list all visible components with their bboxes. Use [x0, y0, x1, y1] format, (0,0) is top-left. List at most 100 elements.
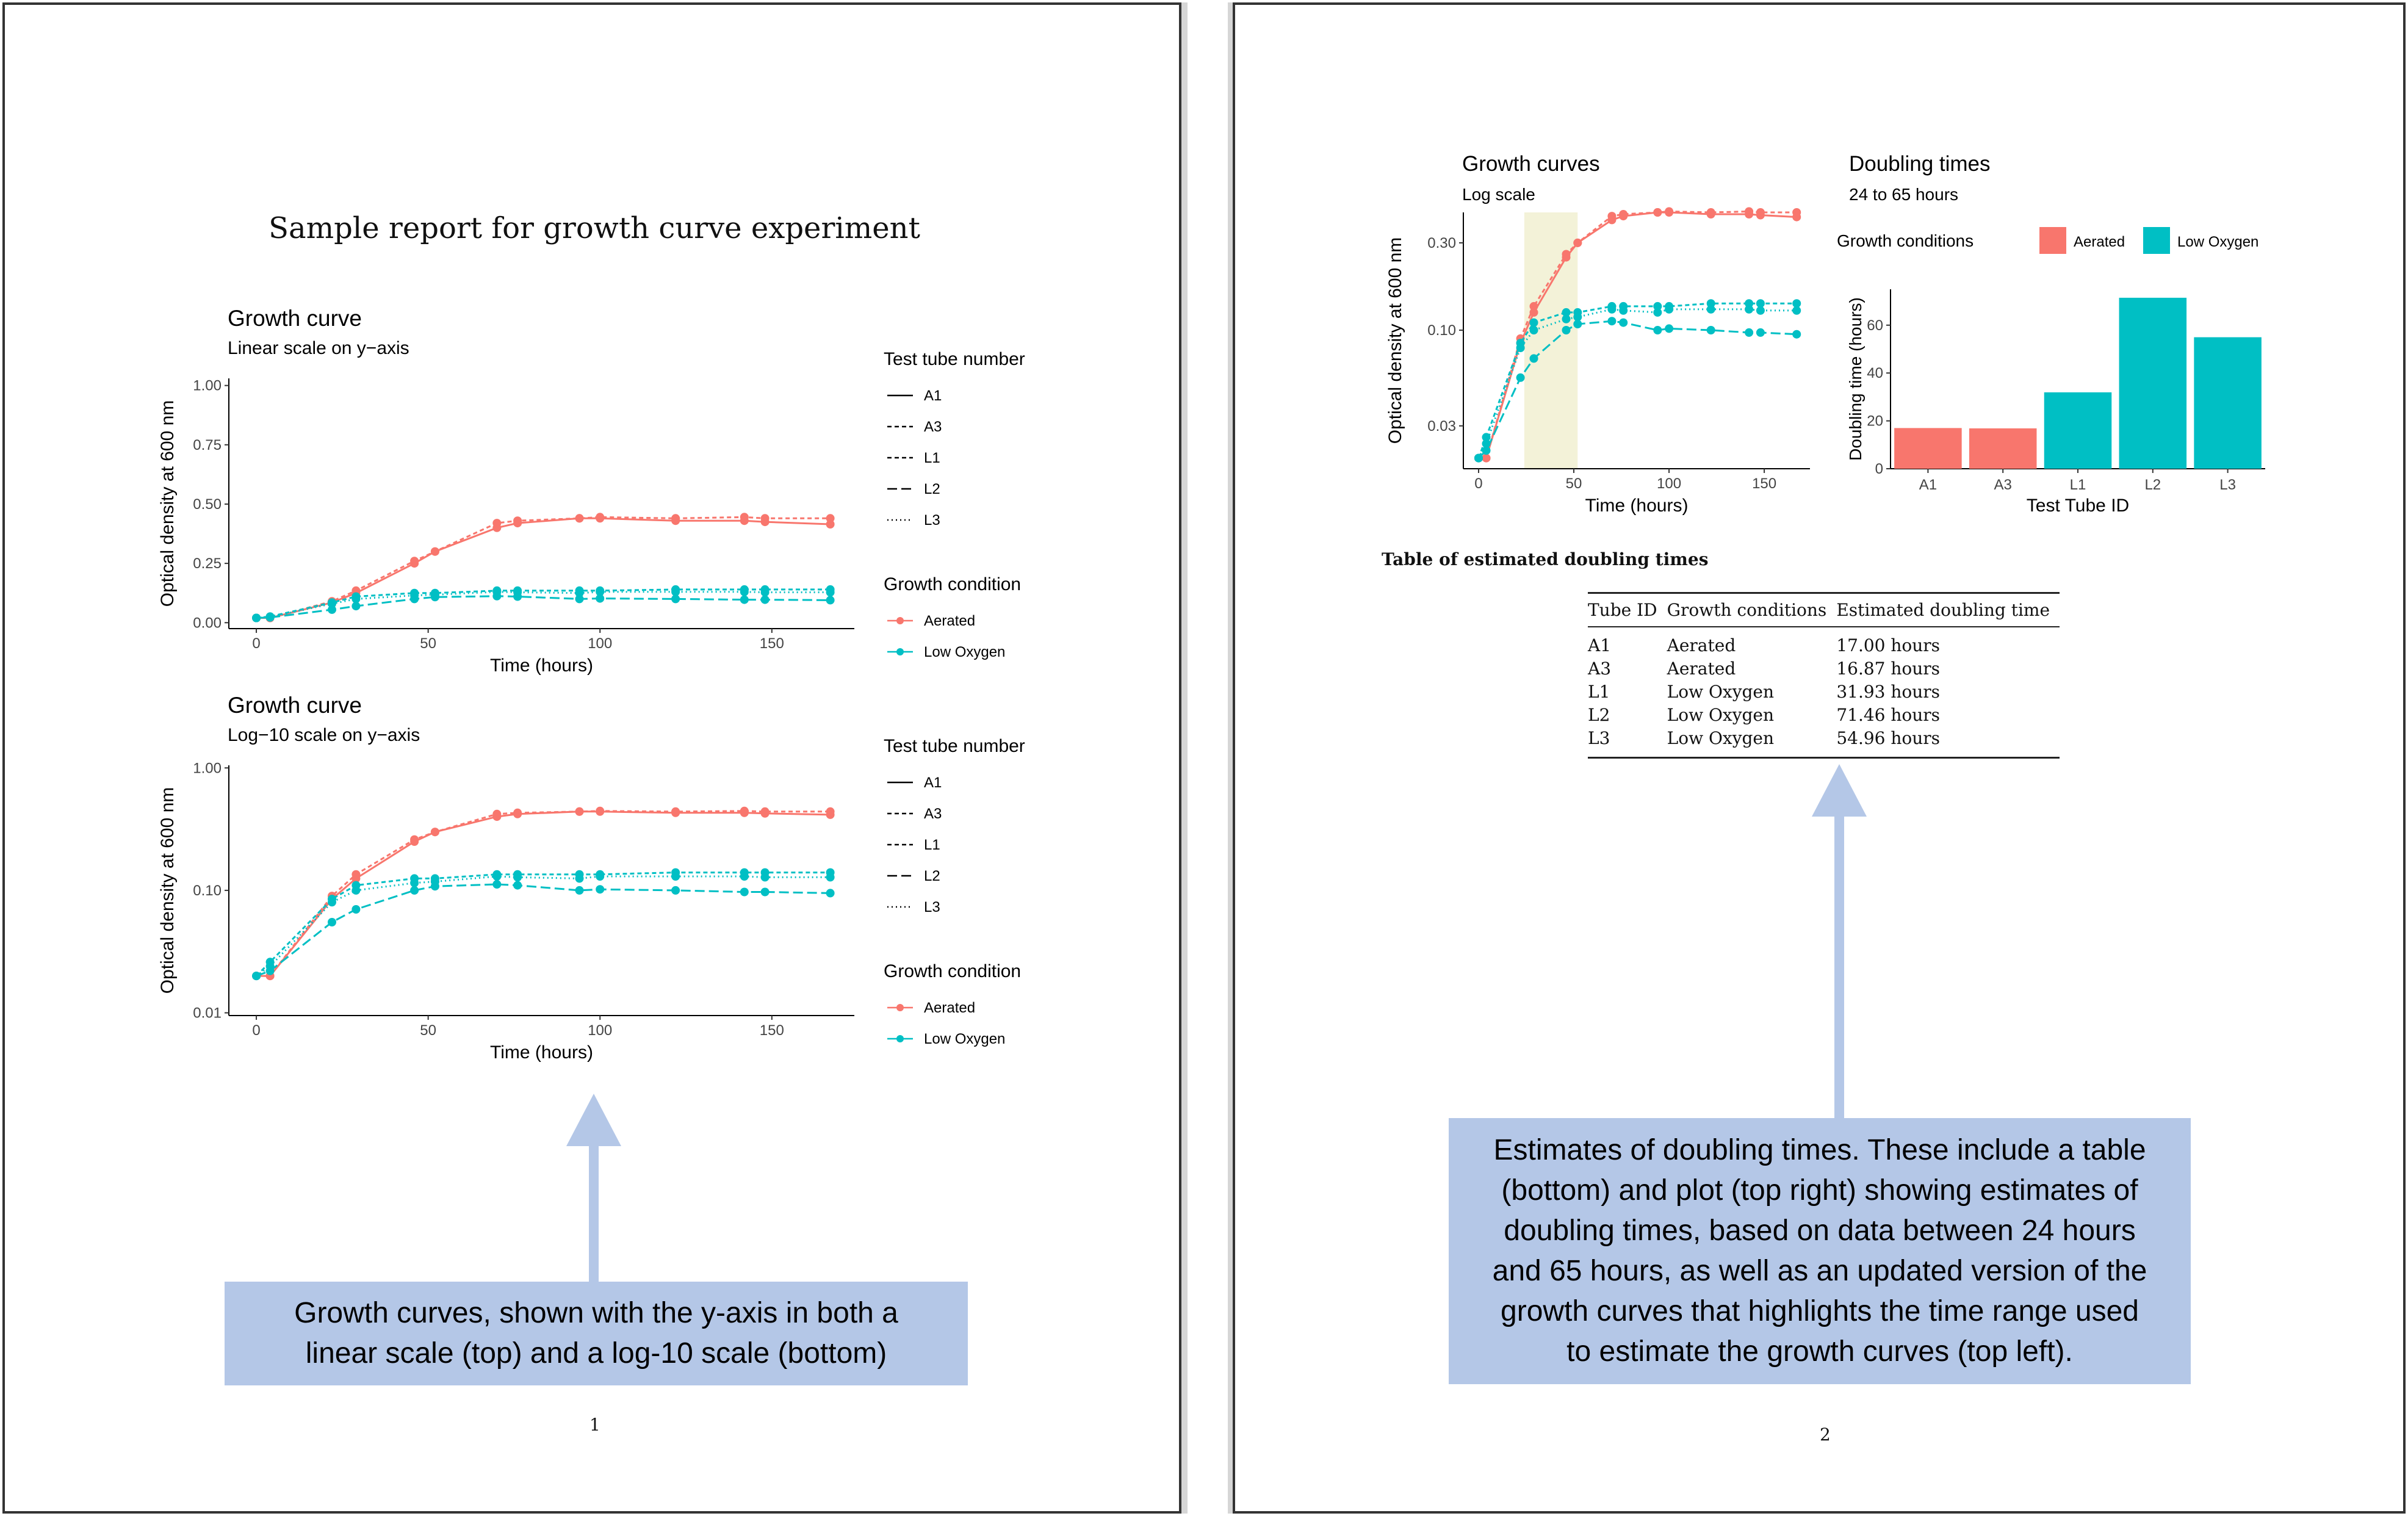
- legend-label-l2: L2: [924, 481, 940, 497]
- series-line-l2: [1477, 320, 1797, 459]
- table-title: Table of estimated doubling times: [1382, 549, 1709, 569]
- x-tick-label: 0: [252, 635, 260, 652]
- table-row: L2 Low Oxygen 71.46 hours: [1588, 704, 2060, 727]
- table-header-row: Tube ID Growth conditions Estimated doub…: [1588, 593, 2060, 627]
- x-tick-label: L2: [2144, 477, 2161, 493]
- data-point-a3: [596, 513, 605, 522]
- legend-key-point: [896, 1035, 904, 1042]
- bar-l2: [2119, 297, 2187, 469]
- data-point-l1: [1745, 299, 1754, 308]
- callout-right-line: growth curves that highlights the time r…: [1501, 1295, 2139, 1327]
- y-tick-label: 0.01: [193, 1005, 222, 1022]
- data-point-a3: [1573, 238, 1582, 247]
- y-tick-label: 1.00: [193, 378, 222, 394]
- data-point-a3: [740, 806, 749, 815]
- data-point-l2: [1745, 328, 1754, 337]
- legend-title-conditions: Growth condition: [884, 574, 1021, 594]
- x-tick-label: 100: [1657, 475, 1681, 492]
- callout-right-line: and 65 hours, as well as an updated vers…: [1492, 1255, 2147, 1287]
- growth-curve-log-chart: Growth curve Log−10 scale on y−axis 0 50 100…: [157, 693, 1025, 1063]
- data-point-l3: [328, 898, 336, 907]
- data-point-l3: [760, 588, 770, 597]
- data-point-l3: [1482, 439, 1491, 448]
- series-line-l3: [256, 591, 831, 619]
- callout-left-line: linear scale (top) and a log-10 scale (b…: [305, 1337, 887, 1370]
- legend-key: [2143, 227, 2170, 254]
- y-tick-label: 1.00: [193, 760, 222, 776]
- chart-title: Growth curves: [1462, 152, 1600, 176]
- legend-label-a3: A3: [924, 419, 942, 435]
- data-point-l2: [513, 881, 522, 890]
- data-point-l2: [1619, 318, 1628, 327]
- data-point-a3: [740, 513, 749, 522]
- data-point-a3: [430, 828, 439, 837]
- x-tick-label: 0: [252, 1022, 260, 1039]
- data-point-a3: [410, 835, 419, 844]
- callout-right: Estimates of doubling times. These inclu…: [1449, 1118, 2191, 1384]
- data-point-l1: [1529, 318, 1538, 327]
- table-row: A3 Aerated 16.87 hours: [1588, 657, 2060, 680]
- legend-label-a3: A3: [924, 806, 942, 822]
- y-tick-label: 60: [1867, 317, 1883, 334]
- table-header: Tube ID: [1588, 593, 1667, 627]
- data-point-l2: [1607, 317, 1617, 326]
- data-point-l2: [596, 885, 605, 894]
- data-point-l3: [575, 588, 584, 597]
- y-tick-label: 0.50: [193, 496, 222, 513]
- legend-key-point: [896, 648, 904, 655]
- y-axis-label: Optical density at 600 nm: [1385, 237, 1405, 444]
- data-point-l2: [1653, 326, 1662, 334]
- table-cell: 17.00 hours: [1836, 635, 1941, 655]
- legend-label-l2: L2: [924, 868, 940, 884]
- data-point-l2: [826, 889, 835, 898]
- legend-title: Growth conditions: [1837, 231, 1974, 250]
- chart-subtitle: Log scale: [1462, 185, 1535, 204]
- report-page-2: Growth curves Log scale 0 50 100 150 0.03 0.10 0…: [1233, 2, 2406, 1514]
- data-point-l3: [410, 591, 419, 600]
- data-point-l3: [351, 594, 361, 604]
- data-point-a3: [596, 806, 605, 815]
- table-row: A1 Aerated 17.00 hours: [1588, 627, 2060, 657]
- legend-label-condition: Low Oxygen: [924, 1031, 1005, 1047]
- legend-title-tubes: Test tube number: [884, 736, 1025, 756]
- data-point-l2: [328, 918, 336, 926]
- data-point-l3: [826, 873, 835, 882]
- y-tick-label: 0.75: [193, 437, 222, 453]
- table-header: Growth conditions: [1667, 593, 1837, 627]
- table-cell: 71.46 hours: [1836, 705, 1941, 725]
- data-point-l3: [328, 599, 336, 608]
- data-point-l2: [671, 594, 680, 604]
- x-tick-label: 50: [420, 1022, 436, 1039]
- data-point-l3: [430, 590, 439, 599]
- data-point-l3: [1706, 305, 1715, 314]
- data-point-l3: [1607, 305, 1617, 314]
- data-point-l2: [740, 595, 749, 604]
- table-cell: A3: [1588, 659, 1612, 679]
- y-tick-label: 0.10: [1427, 322, 1456, 339]
- x-tick-label: 150: [1752, 475, 1776, 492]
- table-row: L1 Low Oxygen 31.93 hours: [1588, 680, 2060, 704]
- data-point-l3: [1529, 326, 1538, 334]
- legend-label-l3: L3: [924, 899, 940, 915]
- legend-label-l1: L1: [924, 837, 940, 853]
- data-point-a3: [351, 870, 361, 879]
- y-tick-label: 40: [1867, 365, 1883, 381]
- callout-right-line: to estimate the growth curves (top left)…: [1566, 1335, 2073, 1368]
- report-page-1: Sample report for growth curve experimen…: [2, 2, 1181, 1514]
- x-tick-label: L1: [2070, 477, 2086, 493]
- data-point-a3: [1792, 208, 1801, 217]
- table-cell: 31.93 hours: [1836, 682, 1941, 702]
- x-tick-label: A1: [1919, 477, 1937, 493]
- data-point-l2: [1706, 326, 1715, 334]
- x-tick-label: 0: [1474, 475, 1482, 492]
- data-point-l2: [596, 594, 605, 603]
- callout-right-line: Estimates of doubling times. These inclu…: [1493, 1134, 2146, 1166]
- bar-a1: [1894, 428, 1962, 469]
- callout-right-line: doubling times, based on data between 24…: [1504, 1215, 2136, 1247]
- x-tick-label: 50: [420, 635, 436, 652]
- data-point-l3: [265, 613, 275, 621]
- data-point-l2: [1529, 354, 1538, 363]
- legend-label-a1: A1: [924, 388, 942, 404]
- data-point-a3: [671, 807, 680, 816]
- y-tick-label: 0.30: [1427, 235, 1456, 251]
